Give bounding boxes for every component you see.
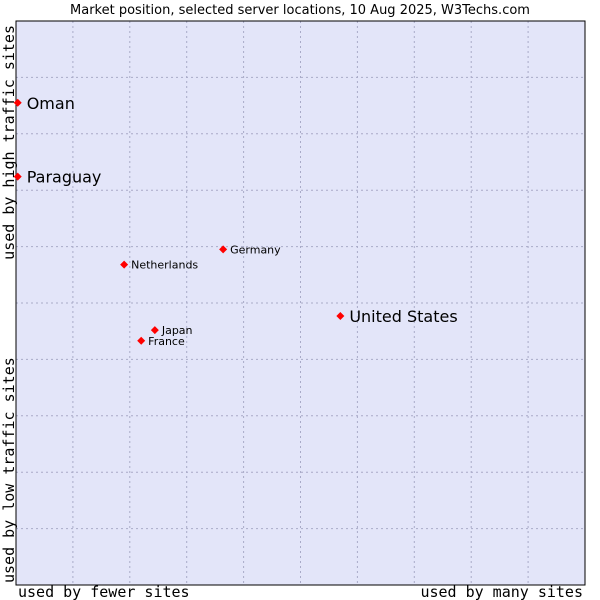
y-axis-label-bottom: used by low traffic sites — [0, 357, 18, 583]
point-marker-japan — [150, 326, 159, 335]
x-axis-label-right: used by many sites — [420, 583, 583, 600]
grid-lines — [16, 21, 585, 585]
point-label-united-states: United States — [349, 307, 457, 326]
point-marker-france — [137, 336, 146, 345]
point-label-oman: Oman — [27, 94, 75, 113]
point-label-netherlands: Netherlands — [131, 259, 198, 272]
x-axis-label-left: used by fewer sites — [18, 583, 190, 600]
point-marker-united-states — [336, 311, 345, 320]
point-marker-netherlands — [120, 260, 129, 269]
point-marker-germany — [219, 245, 228, 254]
point-marker-paraguay — [13, 172, 22, 181]
point-label-paraguay: Paraguay — [27, 168, 102, 187]
plot-border — [15, 20, 586, 586]
point-label-germany: Germany — [230, 243, 281, 256]
chart-title: Market position, selected server locatio… — [70, 3, 530, 18]
point-marker-oman — [13, 98, 22, 107]
data-points: Oman Paraguay Germany Netherlands United Sta… — [13, 94, 458, 348]
point-label-france: France — [148, 335, 185, 348]
y-axis-label-top: used by high traffic sites — [0, 25, 18, 260]
point-label-japan: Japan — [161, 324, 193, 337]
